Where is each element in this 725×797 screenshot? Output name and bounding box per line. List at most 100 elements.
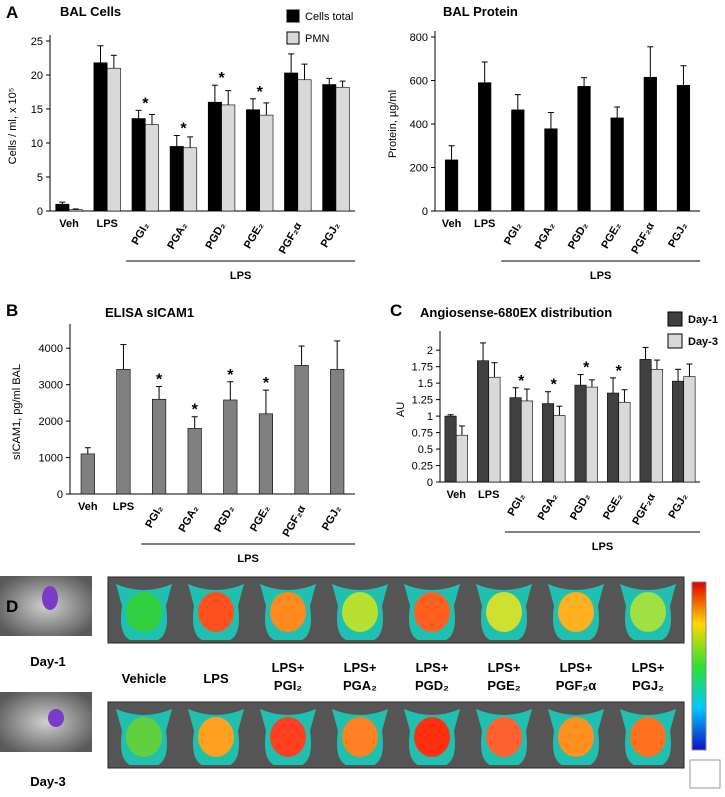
column-label: LPS+ bbox=[488, 660, 521, 675]
y-tick-label: 2000 bbox=[39, 416, 63, 428]
y-axis-label: Cells / ml, x 10⁵ bbox=[7, 88, 19, 165]
y-tick-label: 1 bbox=[427, 411, 433, 423]
y-tick-label: 0.75 bbox=[412, 428, 433, 440]
error-bar bbox=[156, 385, 163, 400]
bar bbox=[650, 368, 663, 483]
chart-title: ELISA sICAM1 bbox=[105, 305, 194, 320]
error-bar bbox=[339, 80, 346, 88]
error-bar bbox=[642, 347, 649, 360]
error-bar bbox=[447, 414, 454, 417]
bar bbox=[259, 114, 274, 212]
significance-star: * bbox=[551, 377, 558, 394]
error-bar bbox=[621, 389, 628, 403]
significance-star: * bbox=[227, 367, 234, 384]
bar bbox=[187, 428, 202, 495]
y-tick-label: 3000 bbox=[39, 380, 63, 392]
bar bbox=[574, 384, 587, 483]
error-bar bbox=[225, 90, 232, 105]
bar bbox=[246, 109, 260, 212]
column-label: LPS+ bbox=[416, 660, 449, 675]
x-tick-label: PGD₂ bbox=[212, 503, 237, 534]
error-bar bbox=[187, 136, 194, 148]
error-bar bbox=[288, 53, 295, 73]
significance-star: * bbox=[518, 373, 525, 390]
column-label: PGD₂ bbox=[415, 678, 449, 693]
bar bbox=[683, 376, 696, 483]
body-core bbox=[342, 592, 378, 632]
column-label: PGE₂ bbox=[487, 678, 520, 693]
column-label: LPS bbox=[203, 671, 229, 686]
error-bar bbox=[577, 374, 584, 386]
significance-star: * bbox=[142, 95, 149, 112]
x-tick-label: PGJ₂ bbox=[667, 491, 691, 520]
significance-star: * bbox=[180, 121, 187, 138]
x-tick-label: PGI₂ bbox=[506, 491, 528, 518]
error-bar bbox=[84, 447, 91, 454]
error-bar bbox=[491, 362, 498, 378]
error-bar bbox=[581, 77, 588, 87]
group-label: LPS bbox=[237, 553, 258, 565]
bar bbox=[520, 400, 533, 483]
y-tick-label: 1000 bbox=[39, 453, 63, 465]
bar bbox=[676, 84, 691, 212]
x-tick-label: PGD₂ bbox=[566, 220, 591, 251]
error-bar bbox=[227, 381, 234, 400]
body-core bbox=[126, 717, 162, 757]
y-tick-label: 20 bbox=[31, 70, 43, 82]
error-bar bbox=[481, 61, 488, 83]
bar bbox=[284, 72, 299, 212]
error-bar bbox=[120, 344, 127, 370]
y-tick-label: 0 bbox=[427, 477, 433, 489]
x-tick-label: LPS bbox=[478, 489, 499, 501]
error-bar bbox=[647, 46, 654, 78]
panel-label: C bbox=[390, 301, 402, 320]
bar bbox=[455, 434, 468, 483]
error-bar bbox=[334, 340, 341, 370]
x-tick-label: PGA₂ bbox=[165, 220, 190, 251]
bar bbox=[444, 415, 457, 483]
error-bar bbox=[547, 111, 554, 129]
thumbnail bbox=[0, 692, 92, 752]
bar bbox=[643, 76, 657, 212]
bar bbox=[258, 413, 274, 495]
chart-title: BAL Protein bbox=[443, 4, 518, 19]
error-bar bbox=[191, 416, 198, 429]
legend-label: Cells total bbox=[305, 11, 353, 23]
column-label: PGA₂ bbox=[343, 678, 377, 693]
legend-swatch bbox=[286, 9, 300, 23]
bar bbox=[322, 84, 337, 212]
bar bbox=[55, 203, 70, 212]
body-core bbox=[270, 592, 306, 632]
bar bbox=[477, 360, 490, 483]
body-core bbox=[342, 717, 378, 757]
column-label: Vehicle bbox=[122, 671, 167, 686]
bar bbox=[294, 365, 309, 495]
body-core bbox=[198, 717, 234, 757]
bar bbox=[639, 359, 652, 483]
x-tick-label: PGE₂ bbox=[248, 503, 273, 533]
bar bbox=[577, 86, 591, 212]
bar bbox=[80, 453, 95, 495]
y-tick-label: 1.25 bbox=[412, 395, 433, 407]
y-tick-label: 200 bbox=[410, 163, 428, 175]
body-core bbox=[126, 592, 162, 632]
bar bbox=[131, 118, 146, 212]
bar bbox=[509, 397, 522, 483]
y-tick-label: 0 bbox=[422, 206, 428, 218]
error-bar bbox=[556, 405, 563, 416]
y-tick-label: 0.5 bbox=[418, 444, 433, 456]
significance-star: * bbox=[263, 375, 270, 392]
x-tick-label: LPS bbox=[113, 501, 134, 513]
bar bbox=[542, 403, 555, 483]
body-core bbox=[630, 592, 666, 632]
error-bar bbox=[135, 109, 142, 119]
column-label: LPS+ bbox=[632, 660, 665, 675]
body-core bbox=[486, 717, 522, 757]
column-label: PGF₂α bbox=[556, 678, 597, 693]
error-bar bbox=[448, 145, 455, 160]
y-tick-label: 2 bbox=[427, 345, 433, 357]
x-tick-label: PGJ₂ bbox=[319, 220, 343, 249]
x-tick-label: Veh bbox=[442, 218, 462, 230]
x-tick-label: PGE₂ bbox=[599, 220, 624, 250]
thumbnail-signal bbox=[42, 586, 58, 610]
